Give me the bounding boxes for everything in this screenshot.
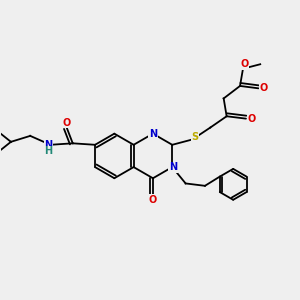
- Text: O: O: [240, 59, 249, 69]
- Text: O: O: [149, 195, 157, 205]
- Text: S: S: [191, 132, 198, 142]
- Text: N: N: [169, 162, 177, 172]
- Text: O: O: [260, 83, 268, 93]
- Text: O: O: [63, 118, 71, 128]
- Text: O: O: [248, 114, 256, 124]
- Text: N: N: [45, 140, 53, 150]
- Text: H: H: [45, 146, 53, 156]
- Text: N: N: [149, 129, 157, 139]
